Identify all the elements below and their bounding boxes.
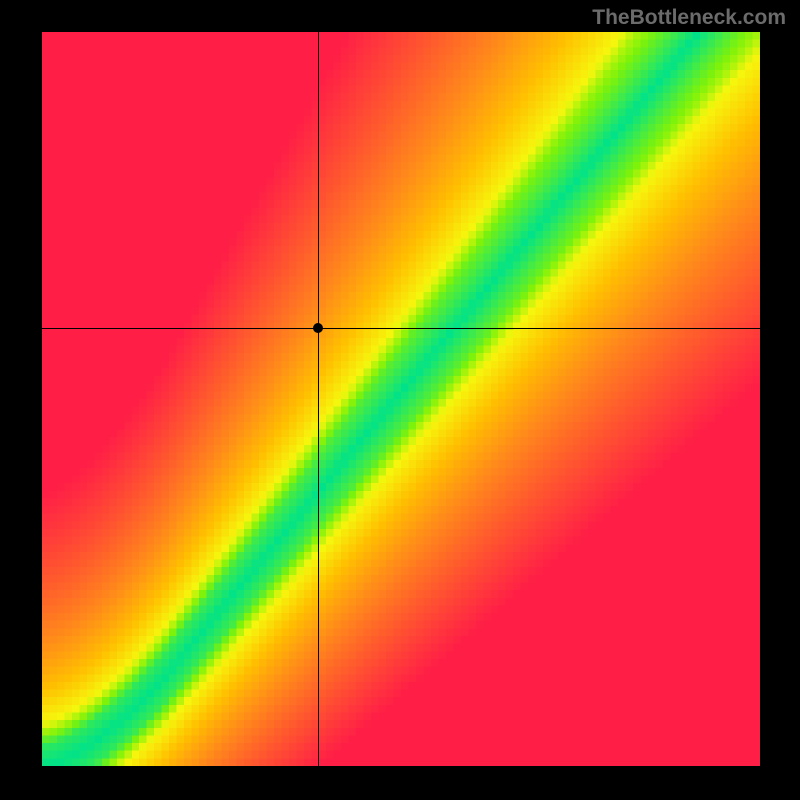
heatmap-plot-area [42, 32, 760, 766]
watermark-text: TheBottleneck.com [592, 6, 786, 30]
crosshair-vertical [318, 32, 319, 766]
bottleneck-heatmap-canvas [42, 32, 760, 766]
crosshair-marker-dot [313, 323, 323, 333]
crosshair-horizontal [42, 328, 760, 329]
